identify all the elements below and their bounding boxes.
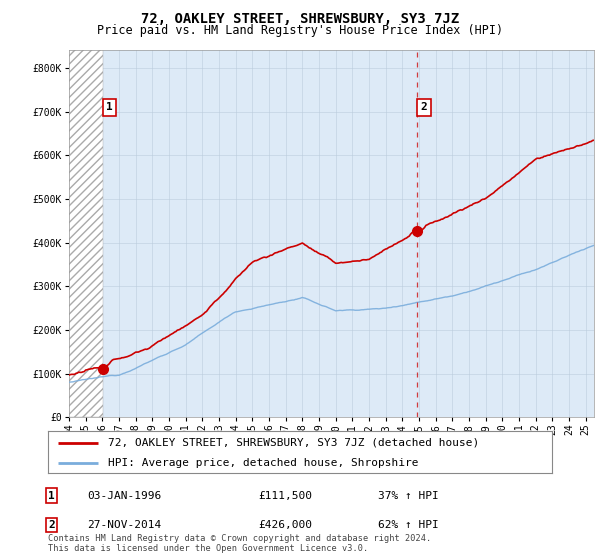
Text: 62% ↑ HPI: 62% ↑ HPI	[378, 520, 439, 530]
Text: 1: 1	[106, 102, 113, 112]
Text: 72, OAKLEY STREET, SHREWSBURY, SY3 7JZ (detached house): 72, OAKLEY STREET, SHREWSBURY, SY3 7JZ (…	[109, 438, 480, 448]
Text: HPI: Average price, detached house, Shropshire: HPI: Average price, detached house, Shro…	[109, 458, 419, 468]
Text: 72, OAKLEY STREET, SHREWSBURY, SY3 7JZ: 72, OAKLEY STREET, SHREWSBURY, SY3 7JZ	[141, 12, 459, 26]
Bar	[69, 50, 103, 417]
Text: 2: 2	[48, 520, 55, 530]
Bar	[69, 50, 103, 417]
Text: Price paid vs. HM Land Registry's House Price Index (HPI): Price paid vs. HM Land Registry's House …	[97, 24, 503, 36]
Text: Contains HM Land Registry data © Crown copyright and database right 2024.
This d: Contains HM Land Registry data © Crown c…	[48, 534, 431, 553]
Text: 2: 2	[421, 102, 427, 112]
Text: 1: 1	[48, 491, 55, 501]
Text: £426,000: £426,000	[258, 520, 312, 530]
Text: 03-JAN-1996: 03-JAN-1996	[87, 491, 161, 501]
Text: 37% ↑ HPI: 37% ↑ HPI	[378, 491, 439, 501]
Text: 27-NOV-2014: 27-NOV-2014	[87, 520, 161, 530]
Text: £111,500: £111,500	[258, 491, 312, 501]
